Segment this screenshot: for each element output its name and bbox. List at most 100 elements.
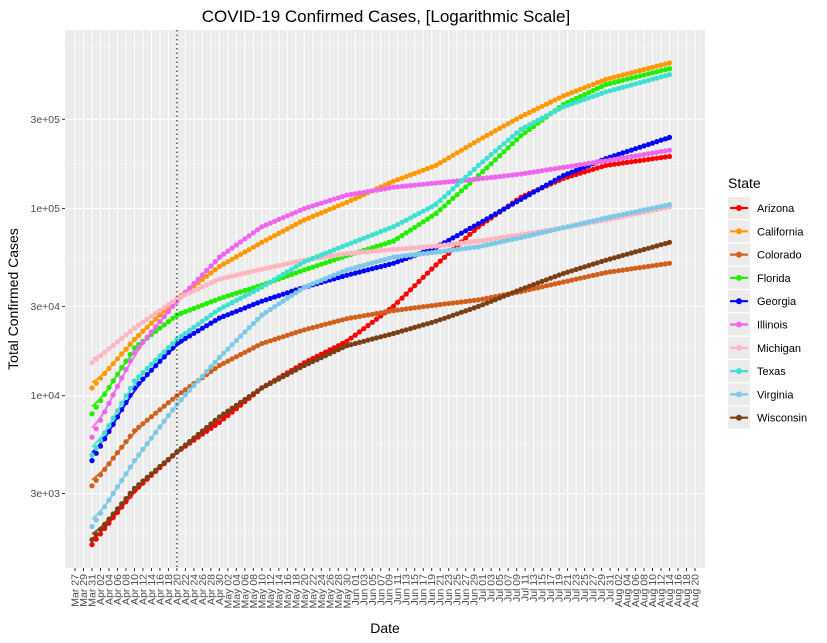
data-point [475,137,481,143]
data-point [327,206,333,212]
data-point [97,526,104,533]
data-point [386,247,392,253]
data-point [437,180,443,186]
data-point [331,349,337,355]
data-point [577,162,583,168]
data-point [352,314,358,320]
data-point [127,328,133,335]
data-point [416,323,422,329]
data-point [628,82,634,88]
data-point [284,261,290,267]
data-point [505,204,511,210]
data-point [110,361,116,367]
data-point [522,194,528,200]
data-point [382,247,388,253]
data-point [628,75,634,81]
data-point [131,458,138,464]
y-tick-label: 3e+05 [31,114,61,126]
data-point [666,72,673,78]
data-point [293,290,299,296]
data-point [471,176,477,182]
data-point [335,203,341,209]
data-point [403,306,409,312]
legend-item-label: Colorado [757,250,802,262]
data-point [548,166,554,172]
x-tick-label: Apr 14 [146,574,158,605]
data-point [344,242,350,248]
data-point [390,224,397,230]
data-point [165,412,171,419]
data-point [369,266,375,272]
data-point [102,504,108,510]
data-point [322,353,329,359]
data-point [441,242,448,248]
data-point [242,249,248,255]
data-point [458,309,464,315]
data-point [119,400,125,406]
data-point [424,244,431,250]
data-point [310,203,316,209]
data-point [123,471,129,477]
data-point [140,376,146,382]
legend-key-point [736,274,742,281]
data-point [658,155,664,161]
data-point [250,345,256,351]
data-point [301,217,307,223]
data-point [208,280,214,286]
data-point [518,133,524,139]
data-point [373,316,380,322]
data-point [616,73,622,79]
data-point [293,270,299,276]
data-point [666,147,673,153]
data-point [348,342,354,348]
data-point [306,326,312,332]
data-point [594,165,600,171]
data-point [314,263,320,269]
data-point [365,261,371,267]
data-point [144,372,150,378]
data-point [509,118,515,124]
data-point [267,279,273,285]
data-point [390,178,397,184]
data-point [123,346,129,352]
data-point [552,227,558,233]
data-point [526,170,533,176]
data-point [187,327,193,333]
data-point [165,349,171,355]
data-point [106,497,112,503]
data-point [148,361,154,367]
data-point [263,297,269,303]
data-point [645,151,651,157]
data-point [361,326,367,332]
data-point [352,270,358,276]
data-point [318,200,324,206]
data-point [289,211,295,217]
series-wisconsin [89,239,673,543]
data-point [573,171,579,178]
data-point [97,437,104,443]
data-point [165,456,171,462]
data-point [191,288,197,294]
data-point [450,195,456,201]
data-point [658,203,664,209]
data-point [306,265,312,272]
x-tick-label: Aug 06 [630,574,642,607]
data-point [93,517,99,523]
data-point [399,183,405,189]
data-point [505,291,511,298]
data-point [242,293,248,299]
data-point [475,303,481,309]
data-point [182,335,188,341]
data-point [225,412,231,419]
data-point [233,272,239,278]
data-point [518,114,524,120]
data-point [382,186,388,192]
data-point [560,279,567,285]
data-point [229,409,235,415]
data-point [535,105,541,111]
data-point [301,284,307,290]
data-point [565,102,571,108]
data-point [178,294,184,300]
data-point [110,490,116,497]
data-point [352,250,358,256]
